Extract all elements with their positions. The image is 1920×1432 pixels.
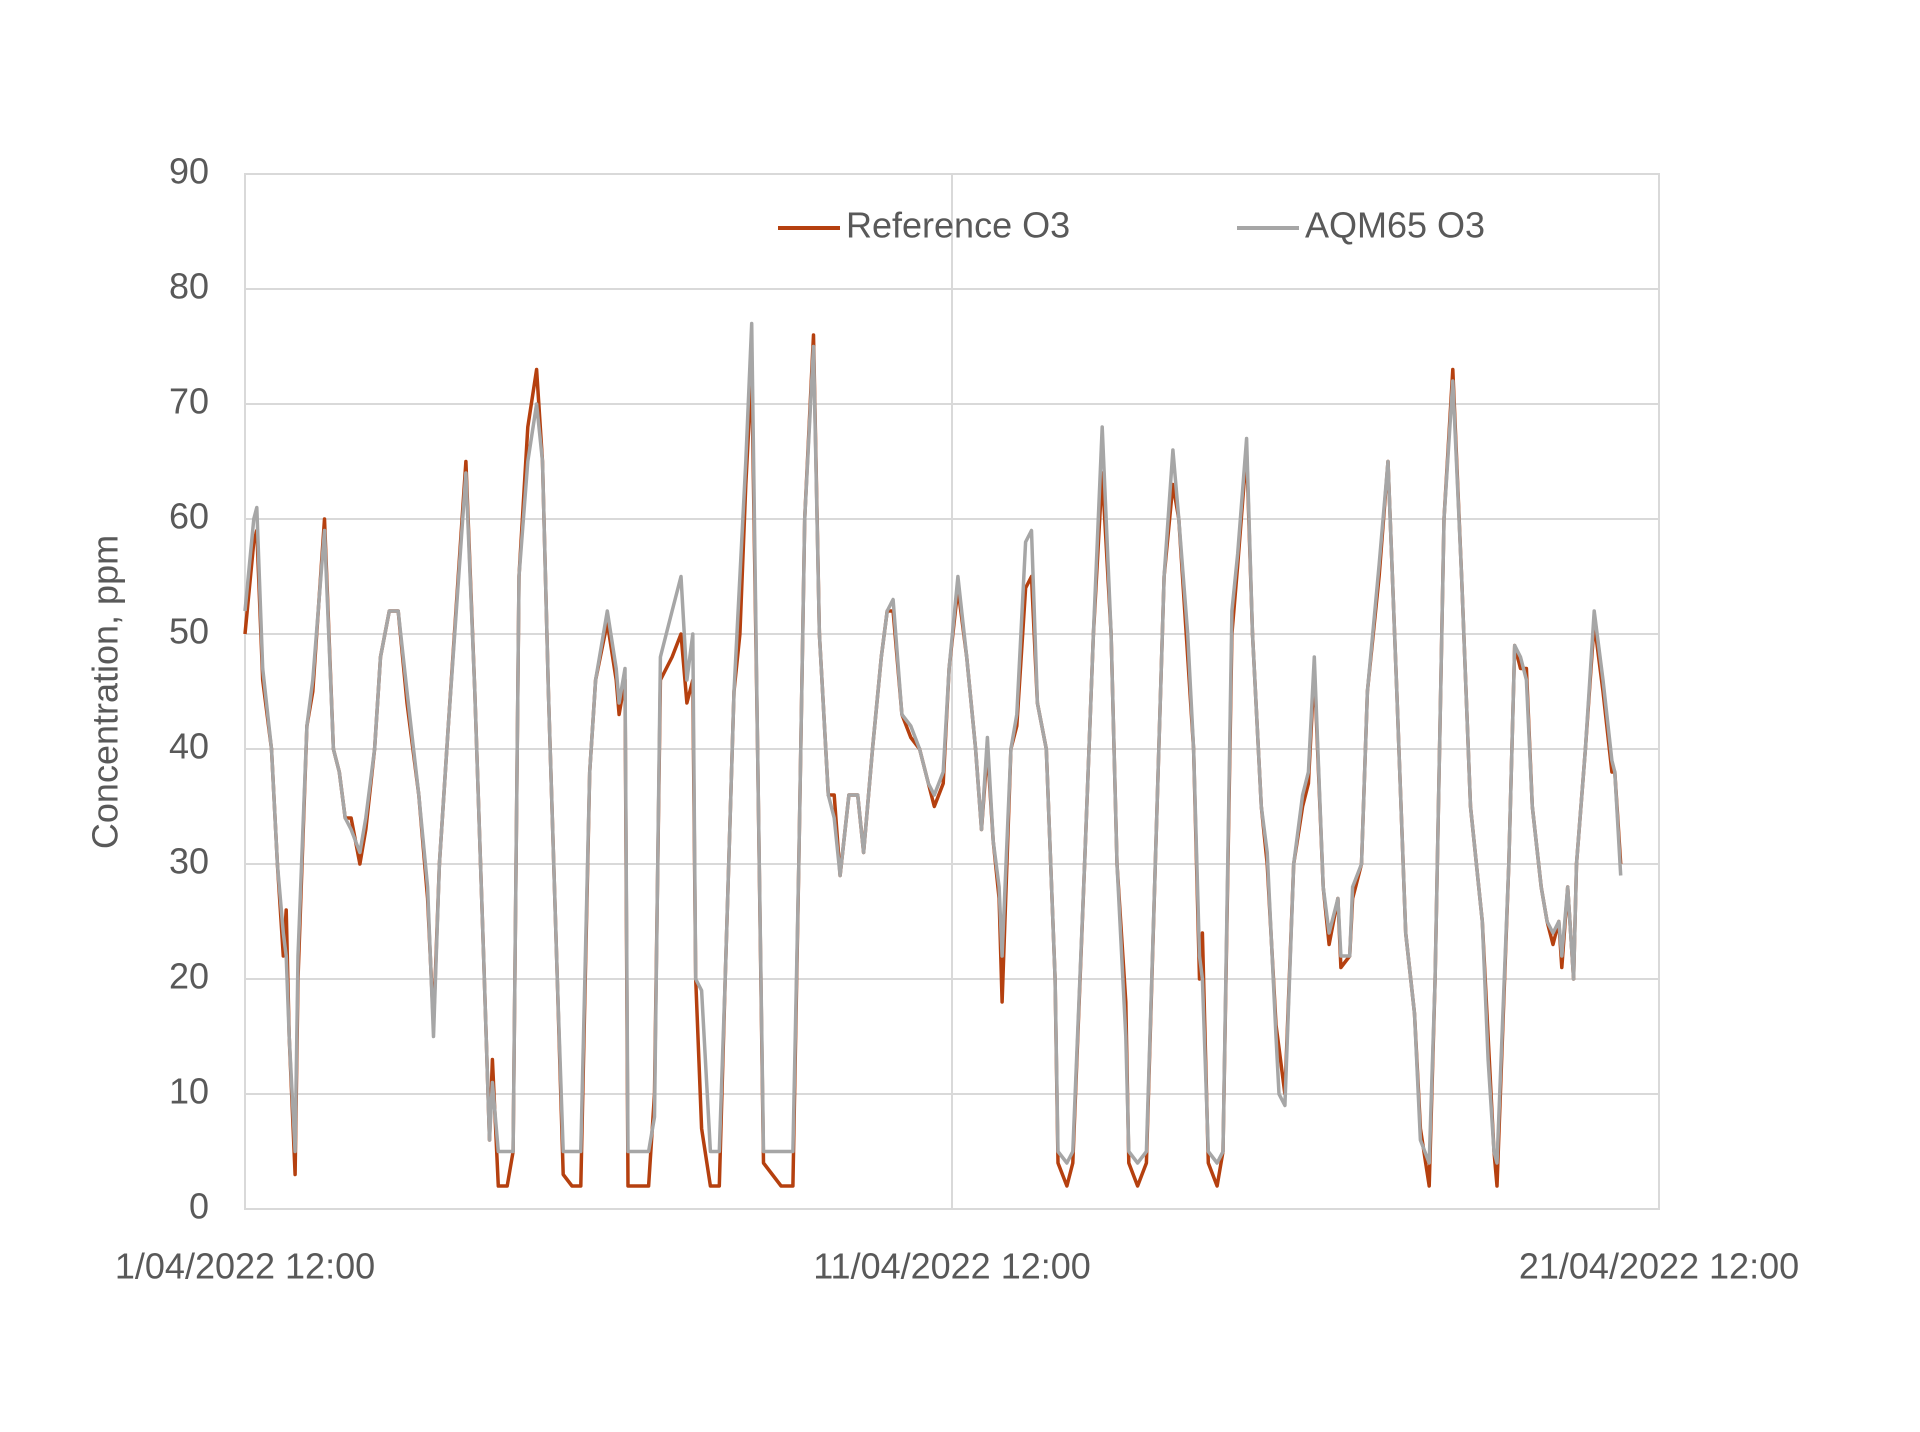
y-tick-label: 20 [169,956,209,997]
y-tick-label: 40 [169,726,209,767]
data-line [243,321,1623,1165]
y-tick-label: 10 [169,1071,209,1112]
data-line [243,333,1623,1188]
y-tick-label: 0 [189,1186,209,1227]
legend-label: Reference O3 [846,205,1070,246]
y-tick-label: 60 [169,496,209,537]
x-tick-label: 21/04/2022 12:00 [1519,1246,1799,1287]
y-tick-label: 90 [169,151,209,192]
y-axis-label: Concentration, ppm [85,535,126,849]
x-tick-label: 1/04/2022 12:00 [115,1246,375,1287]
y-tick-label: 70 [169,381,209,422]
y-tick-label: 50 [169,611,209,652]
x-tick-label: 11/04/2022 12:00 [813,1246,1091,1287]
y-tick-label: 30 [169,841,209,882]
legend-label: AQM65 O3 [1305,205,1485,246]
y-tick-label: 80 [169,266,209,307]
